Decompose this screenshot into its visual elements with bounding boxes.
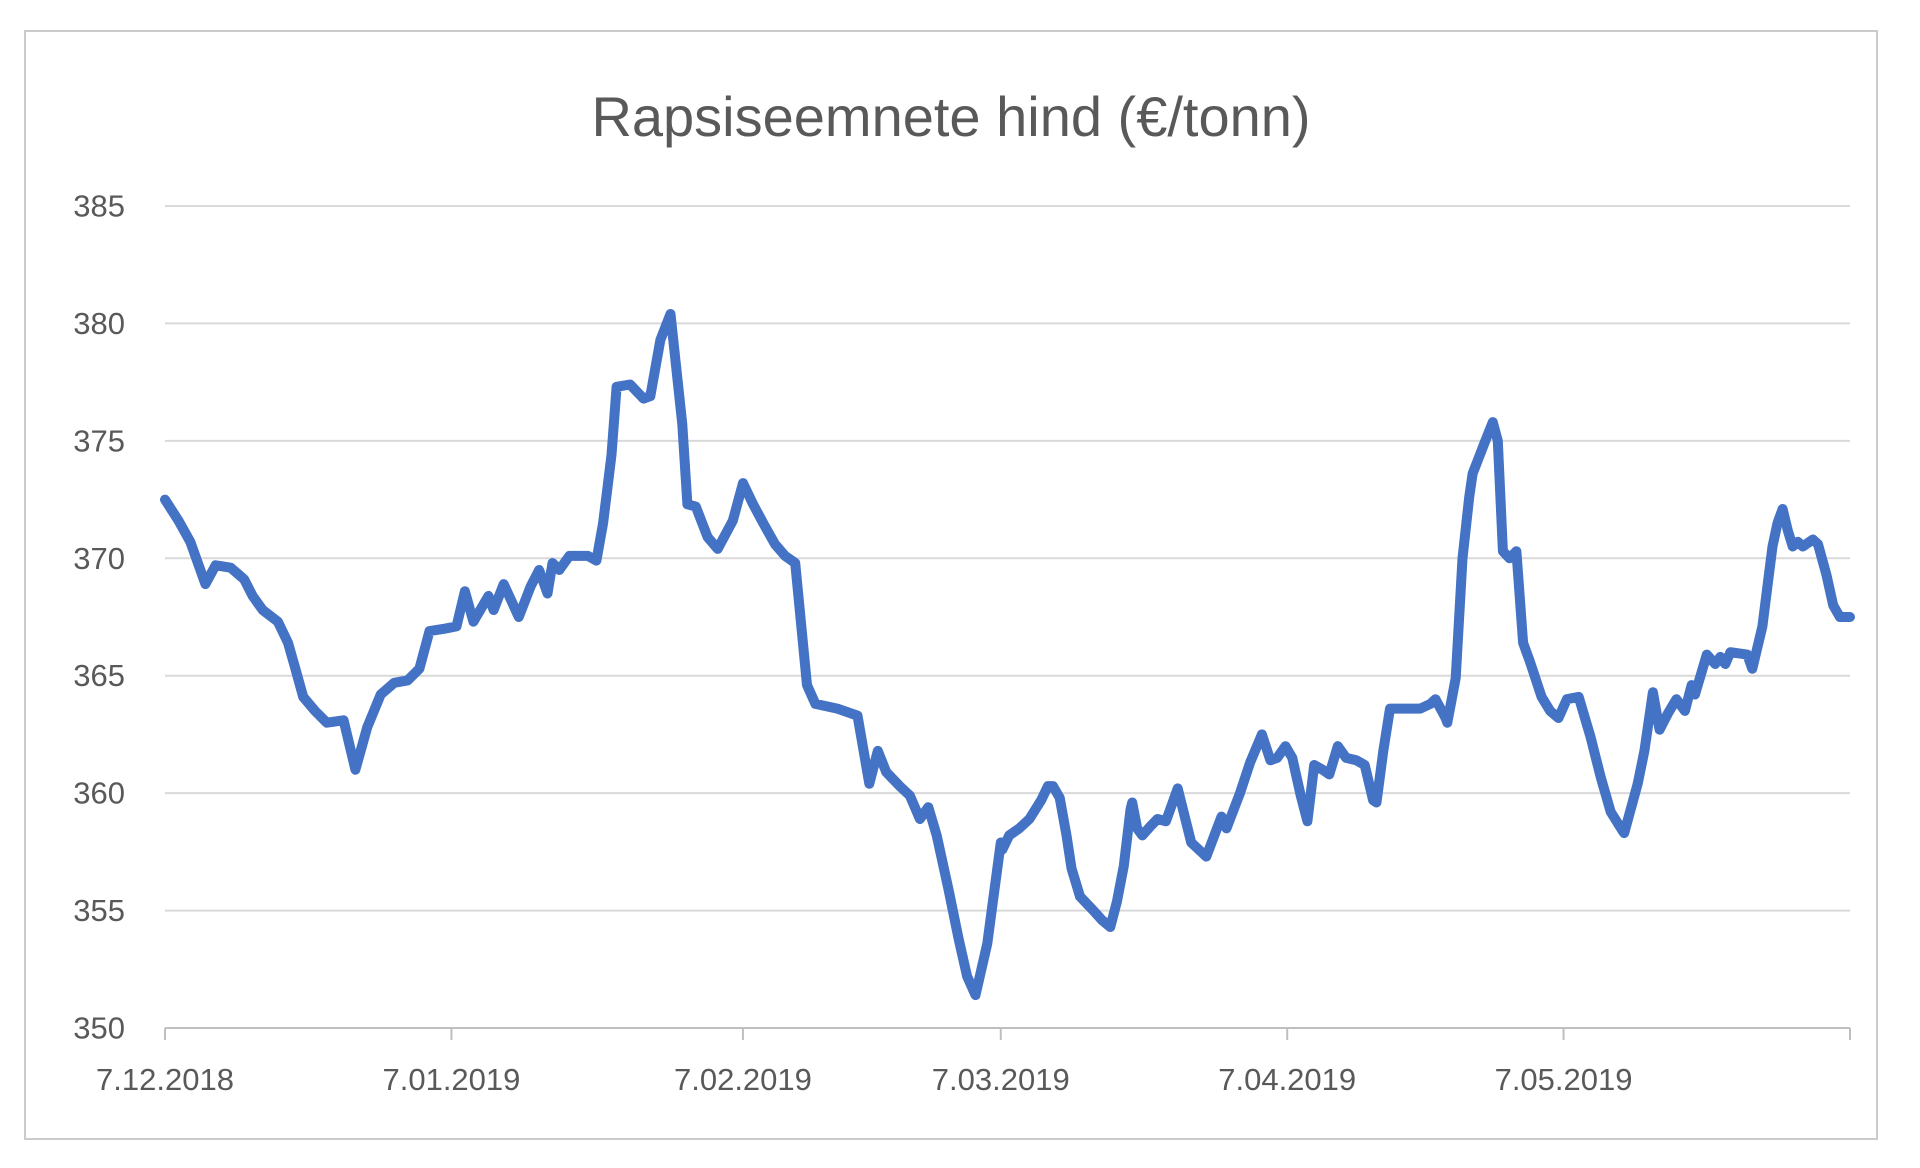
price-line-series	[160, 309, 1855, 1001]
x-axis-tick-label: 7.01.2019	[382, 1062, 520, 1097]
y-axis-tick-label: 370	[73, 541, 125, 576]
chart-frame: Rapsiseemnete hind (€/tonn) 350 355 360 365…	[24, 30, 1878, 1140]
y-axis-tick-label: 360	[73, 776, 125, 811]
x-axis-tick-label: 7.12.2018	[96, 1062, 234, 1097]
y-axis-tick-label: 385	[73, 189, 125, 224]
x-axis-tick-label: 7.04.2019	[1218, 1062, 1356, 1097]
y-axis-tick-label: 380	[73, 306, 125, 341]
y-axis-tick-label: 375	[73, 423, 125, 458]
chart-title: Rapsiseemnete hind (€/tonn)	[591, 85, 1311, 148]
x-axis-tick-label: 7.05.2019	[1495, 1062, 1633, 1097]
y-axis-tick-label: 350	[73, 1011, 125, 1046]
x-axis-tick-label: 7.02.2019	[674, 1062, 812, 1097]
y-axis-tick-label: 355	[73, 893, 125, 928]
price-chart-canvas: 350 355 360 365 370 375 380 385 7.12.2018 7.01.20…	[73, 189, 1855, 1097]
x-axis-tick-label: 7.03.2019	[932, 1062, 1070, 1097]
y-axis-tick-label: 365	[73, 658, 125, 693]
